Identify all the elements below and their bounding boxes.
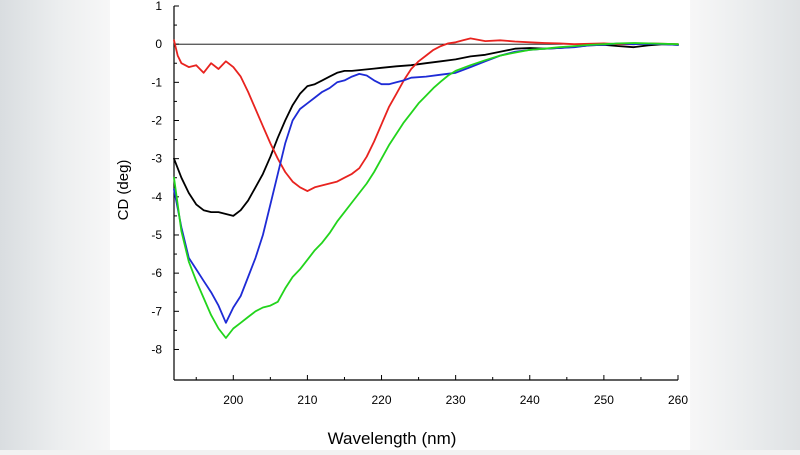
x-tick-label: 210 <box>297 393 317 407</box>
y-tick-label: -4 <box>151 190 162 204</box>
y-axis-label: CD (deg) <box>115 160 132 221</box>
chart-card: 1 0 -1 -2 -3 -4 -5 -6 -7 -8 200 210 220 230 240 250 260 … <box>110 0 690 450</box>
x-tick-label: 200 <box>223 393 243 407</box>
series-line-black <box>173 43 679 217</box>
x-axis-label: Wavelength (nm) <box>328 429 457 448</box>
y-tick-label: -7 <box>151 304 162 318</box>
axes-layer: 1 0 -1 -2 -3 -4 -5 -6 -7 -8 200 210 220 230 240 250 260 <box>151 0 688 407</box>
series-layer <box>173 37 679 339</box>
series-line-blue <box>173 42 679 324</box>
series-line-green <box>173 42 679 339</box>
x-tick-label: 220 <box>372 393 392 407</box>
y-tick-label: -3 <box>151 152 162 166</box>
x-tick-label: 230 <box>446 393 466 407</box>
x-tick-label: 260 <box>668 393 688 407</box>
y-tick-label: -5 <box>151 228 162 242</box>
y-tick-label: 1 <box>155 0 162 13</box>
series-line-red <box>173 37 679 193</box>
y-tick-label: -2 <box>151 113 162 127</box>
x-tick-label: 250 <box>594 393 614 407</box>
y-tick-label: -1 <box>151 75 162 89</box>
x-tick-label: 240 <box>520 393 540 407</box>
y-tick-label: 0 <box>155 37 162 51</box>
y-tick-label: -8 <box>151 342 162 356</box>
y-tick-label: -6 <box>151 266 162 280</box>
